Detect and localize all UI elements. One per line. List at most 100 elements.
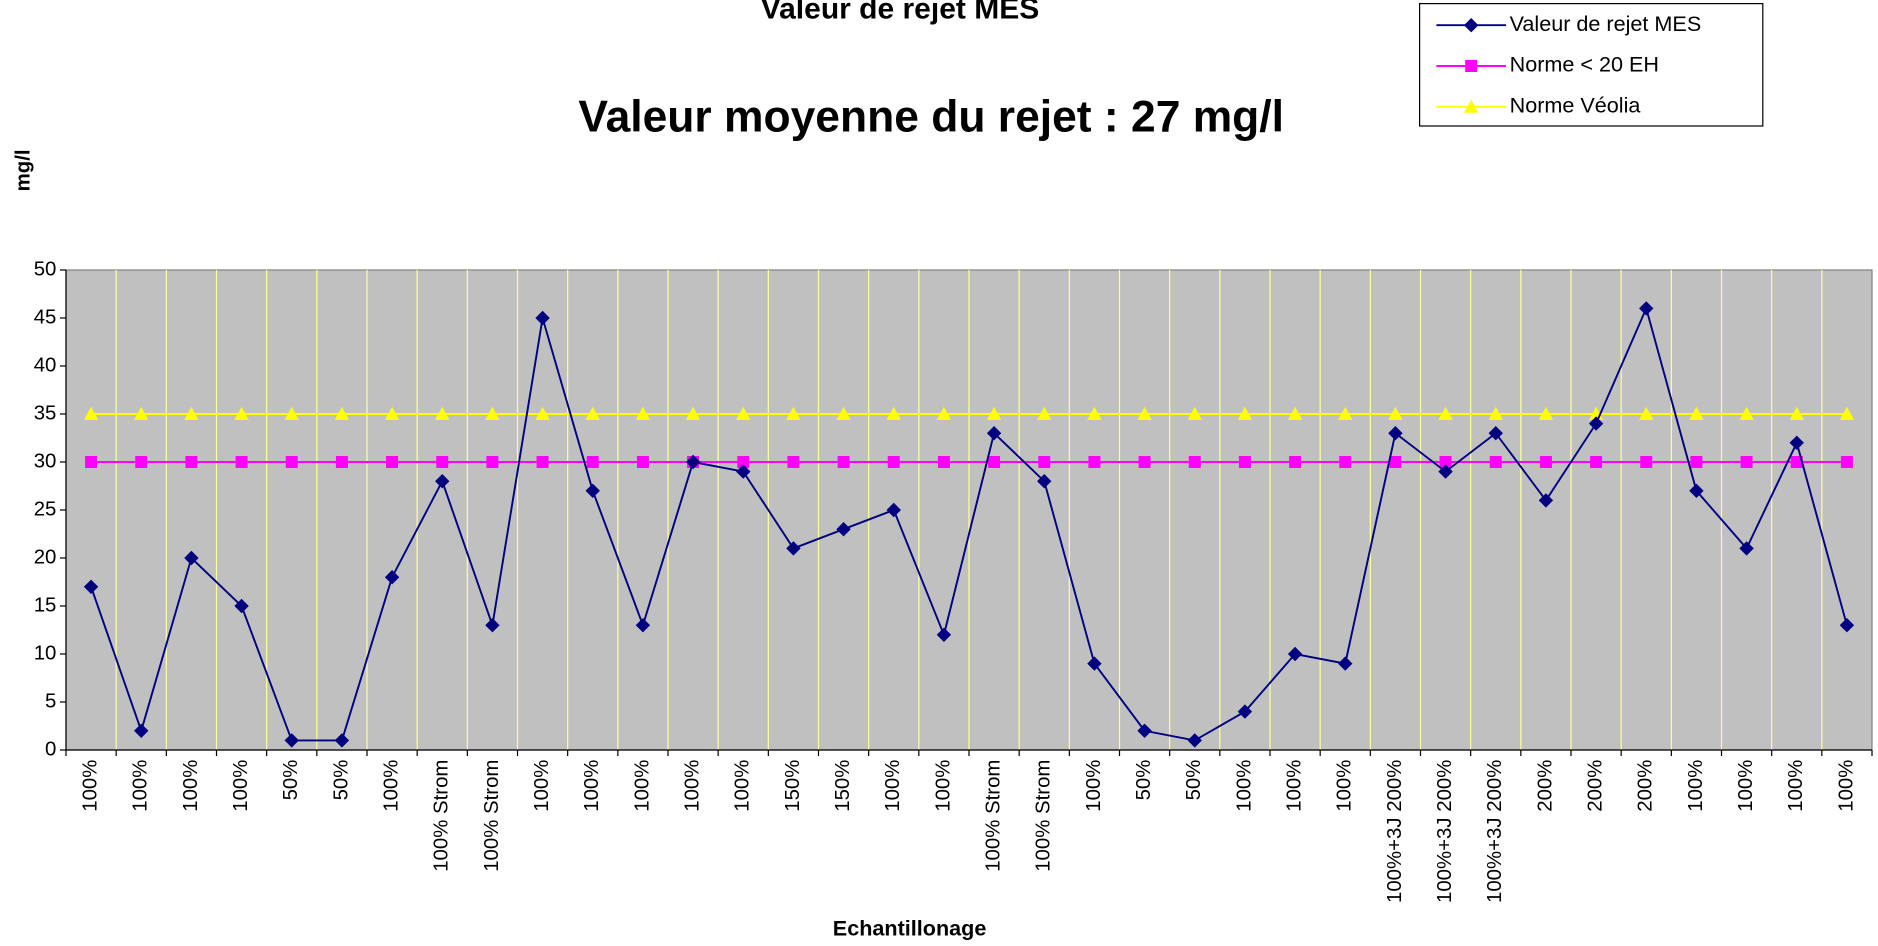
point-marker xyxy=(1388,406,1403,421)
x-axis-label: Echantillonage xyxy=(833,916,987,941)
point-marker xyxy=(736,464,751,479)
point-marker xyxy=(334,733,350,748)
point-marker xyxy=(1438,464,1453,479)
series-line xyxy=(90,305,1848,742)
point-marker xyxy=(535,406,550,421)
x-tick-label: 50% xyxy=(1183,760,1205,801)
legend-marker xyxy=(1464,99,1479,113)
legend-label: Norme < 20 EH xyxy=(1510,52,1659,77)
point-marker xyxy=(1739,541,1754,556)
point-marker xyxy=(1187,733,1202,748)
x-tick-label: 100% xyxy=(932,760,954,812)
point-marker xyxy=(1439,456,1452,469)
point-marker xyxy=(786,406,801,421)
point-marker xyxy=(284,733,299,748)
y-tick-label: 40 xyxy=(34,354,57,376)
x-tick-label: 100% Strom xyxy=(431,760,453,872)
point-marker xyxy=(1287,646,1303,662)
legend-label: Valeur de rejet MES xyxy=(1510,11,1702,36)
y-tick-label: 30 xyxy=(34,450,57,472)
point-marker xyxy=(685,454,701,470)
legend-label: Norme Véolia xyxy=(1510,93,1642,118)
x-tick-label: 100% xyxy=(531,760,553,812)
point-marker xyxy=(837,456,850,469)
y-tick-label: 0 xyxy=(45,738,56,760)
point-marker xyxy=(1489,456,1502,469)
point-marker xyxy=(1037,406,1052,421)
x-tick-label: 100%+3J 200% xyxy=(1384,760,1406,903)
point-marker xyxy=(1740,456,1753,469)
y-axis-label: mg/l xyxy=(12,149,34,191)
point-marker xyxy=(386,456,399,469)
point-marker xyxy=(1087,406,1102,421)
x-tick-label: 100%+3J 200% xyxy=(1434,760,1456,903)
point-marker xyxy=(937,456,950,469)
x-tick-label: 200% xyxy=(1635,760,1657,812)
point-marker xyxy=(1690,456,1703,469)
x-tick-label: 100% xyxy=(1283,760,1305,812)
point-marker xyxy=(1488,406,1503,421)
point-marker xyxy=(1789,406,1804,421)
point-marker xyxy=(1038,456,1051,469)
point-marker xyxy=(486,456,499,469)
x-tick-label: 100% Strom xyxy=(481,760,503,872)
point-marker xyxy=(234,406,249,421)
point-marker xyxy=(485,406,500,421)
point-marker xyxy=(435,474,450,489)
point-marker xyxy=(1187,406,1202,421)
x-tick-label: 100% xyxy=(1835,760,1857,812)
x-tick-label: 100% xyxy=(1233,760,1255,812)
point-marker xyxy=(585,483,600,499)
y-tick-label: 15 xyxy=(34,594,57,616)
point-marker xyxy=(886,406,901,421)
point-marker xyxy=(988,456,1001,469)
x-tick-label: 100% xyxy=(1685,760,1707,812)
point-marker xyxy=(635,406,651,421)
x-tick-label: 100%+3J 200% xyxy=(1484,760,1506,903)
point-marker xyxy=(1188,456,1201,469)
x-tick-label: 100% xyxy=(882,760,904,812)
point-marker xyxy=(585,406,600,421)
point-marker xyxy=(1138,456,1151,469)
chart-title: Valeur de rejet MES xyxy=(761,0,1039,26)
x-tick-label: 200% xyxy=(1584,760,1606,812)
point-marker xyxy=(335,456,348,469)
point-marker xyxy=(636,456,649,469)
y-tick-label: 35 xyxy=(34,402,57,424)
point-marker xyxy=(384,570,400,585)
x-tick-label: 100% xyxy=(230,760,252,812)
x-tick-label: 50% xyxy=(280,760,302,801)
y-tick-label: 5 xyxy=(45,690,56,712)
x-tick-label: 100% xyxy=(681,760,703,812)
point-marker xyxy=(184,406,199,421)
point-marker xyxy=(787,456,800,469)
x-tick-label: 100% xyxy=(1735,760,1757,812)
x-tick-label: 200% xyxy=(1534,760,1556,812)
x-tick-label: 100% xyxy=(130,760,152,812)
point-marker xyxy=(1287,406,1303,421)
point-marker xyxy=(1137,406,1152,421)
point-marker xyxy=(1539,456,1552,469)
point-marker xyxy=(334,406,350,421)
legend-marker xyxy=(1464,18,1479,33)
point-marker xyxy=(134,406,149,421)
point-marker xyxy=(85,456,98,469)
point-marker xyxy=(1640,456,1653,469)
x-tick-label: 100% xyxy=(1083,760,1105,812)
point-marker xyxy=(83,406,99,421)
point-marker xyxy=(1538,493,1554,508)
x-tick-label: 150% xyxy=(832,760,854,812)
point-marker xyxy=(1088,456,1101,469)
point-marker xyxy=(586,456,599,469)
x-tick-label: 50% xyxy=(330,760,352,801)
legend-marker xyxy=(1465,60,1478,73)
point-marker xyxy=(736,406,751,421)
point-marker xyxy=(685,406,701,421)
point-marker xyxy=(536,456,549,469)
point-marker xyxy=(185,456,198,469)
point-marker xyxy=(1389,456,1402,469)
point-marker xyxy=(1538,406,1554,421)
point-marker xyxy=(1289,456,1302,469)
y-tick-label: 50 xyxy=(34,258,57,280)
